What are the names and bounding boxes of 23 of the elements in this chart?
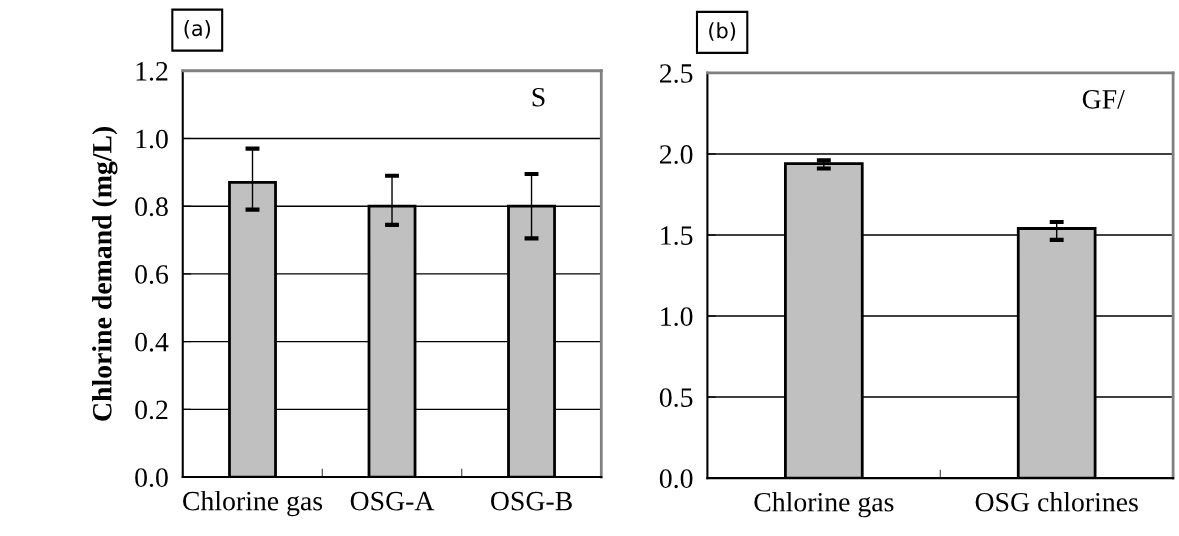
x-tick-label: OSG-B [491, 491, 572, 511]
annotation: GF/ [1082, 89, 1125, 109]
y-tick-label: 0.0 [659, 469, 693, 489]
y-tick-label: 0.6 [135, 265, 169, 284]
y-tick-label: 2.5 [660, 64, 693, 83]
annotation: S [532, 87, 545, 107]
x-tick-label: OSG chlorines [975, 492, 1138, 512]
y-tick-label: 0.4 [135, 332, 169, 352]
y-tick-label: 1.2 [136, 62, 168, 81]
x-tick-label: OSG-A [350, 491, 435, 511]
y-tick-label: 1.0 [136, 129, 168, 149]
y-tick-label: 0.0 [135, 468, 168, 488]
y-tick-label: 0.8 [135, 197, 168, 217]
y-axis-title: Chlorine demand (mg/L) [92, 126, 118, 421]
x-tick-label: Chlorine gas [754, 492, 894, 518]
y-tick-label: 2.0 [660, 145, 693, 164]
chart-title: (b) [709, 22, 736, 41]
y-tick-label: 1.5 [661, 226, 693, 246]
y-tick-label: 0.2 [135, 400, 168, 420]
y-tick-label: 1.0 [661, 307, 693, 327]
chart-title: (a) [184, 20, 210, 39]
y-tick-label: 0.5 [659, 388, 693, 408]
x-tick-label: Chlorine gas [183, 490, 323, 517]
